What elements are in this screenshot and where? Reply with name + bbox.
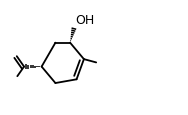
Text: OH: OH: [75, 14, 94, 27]
